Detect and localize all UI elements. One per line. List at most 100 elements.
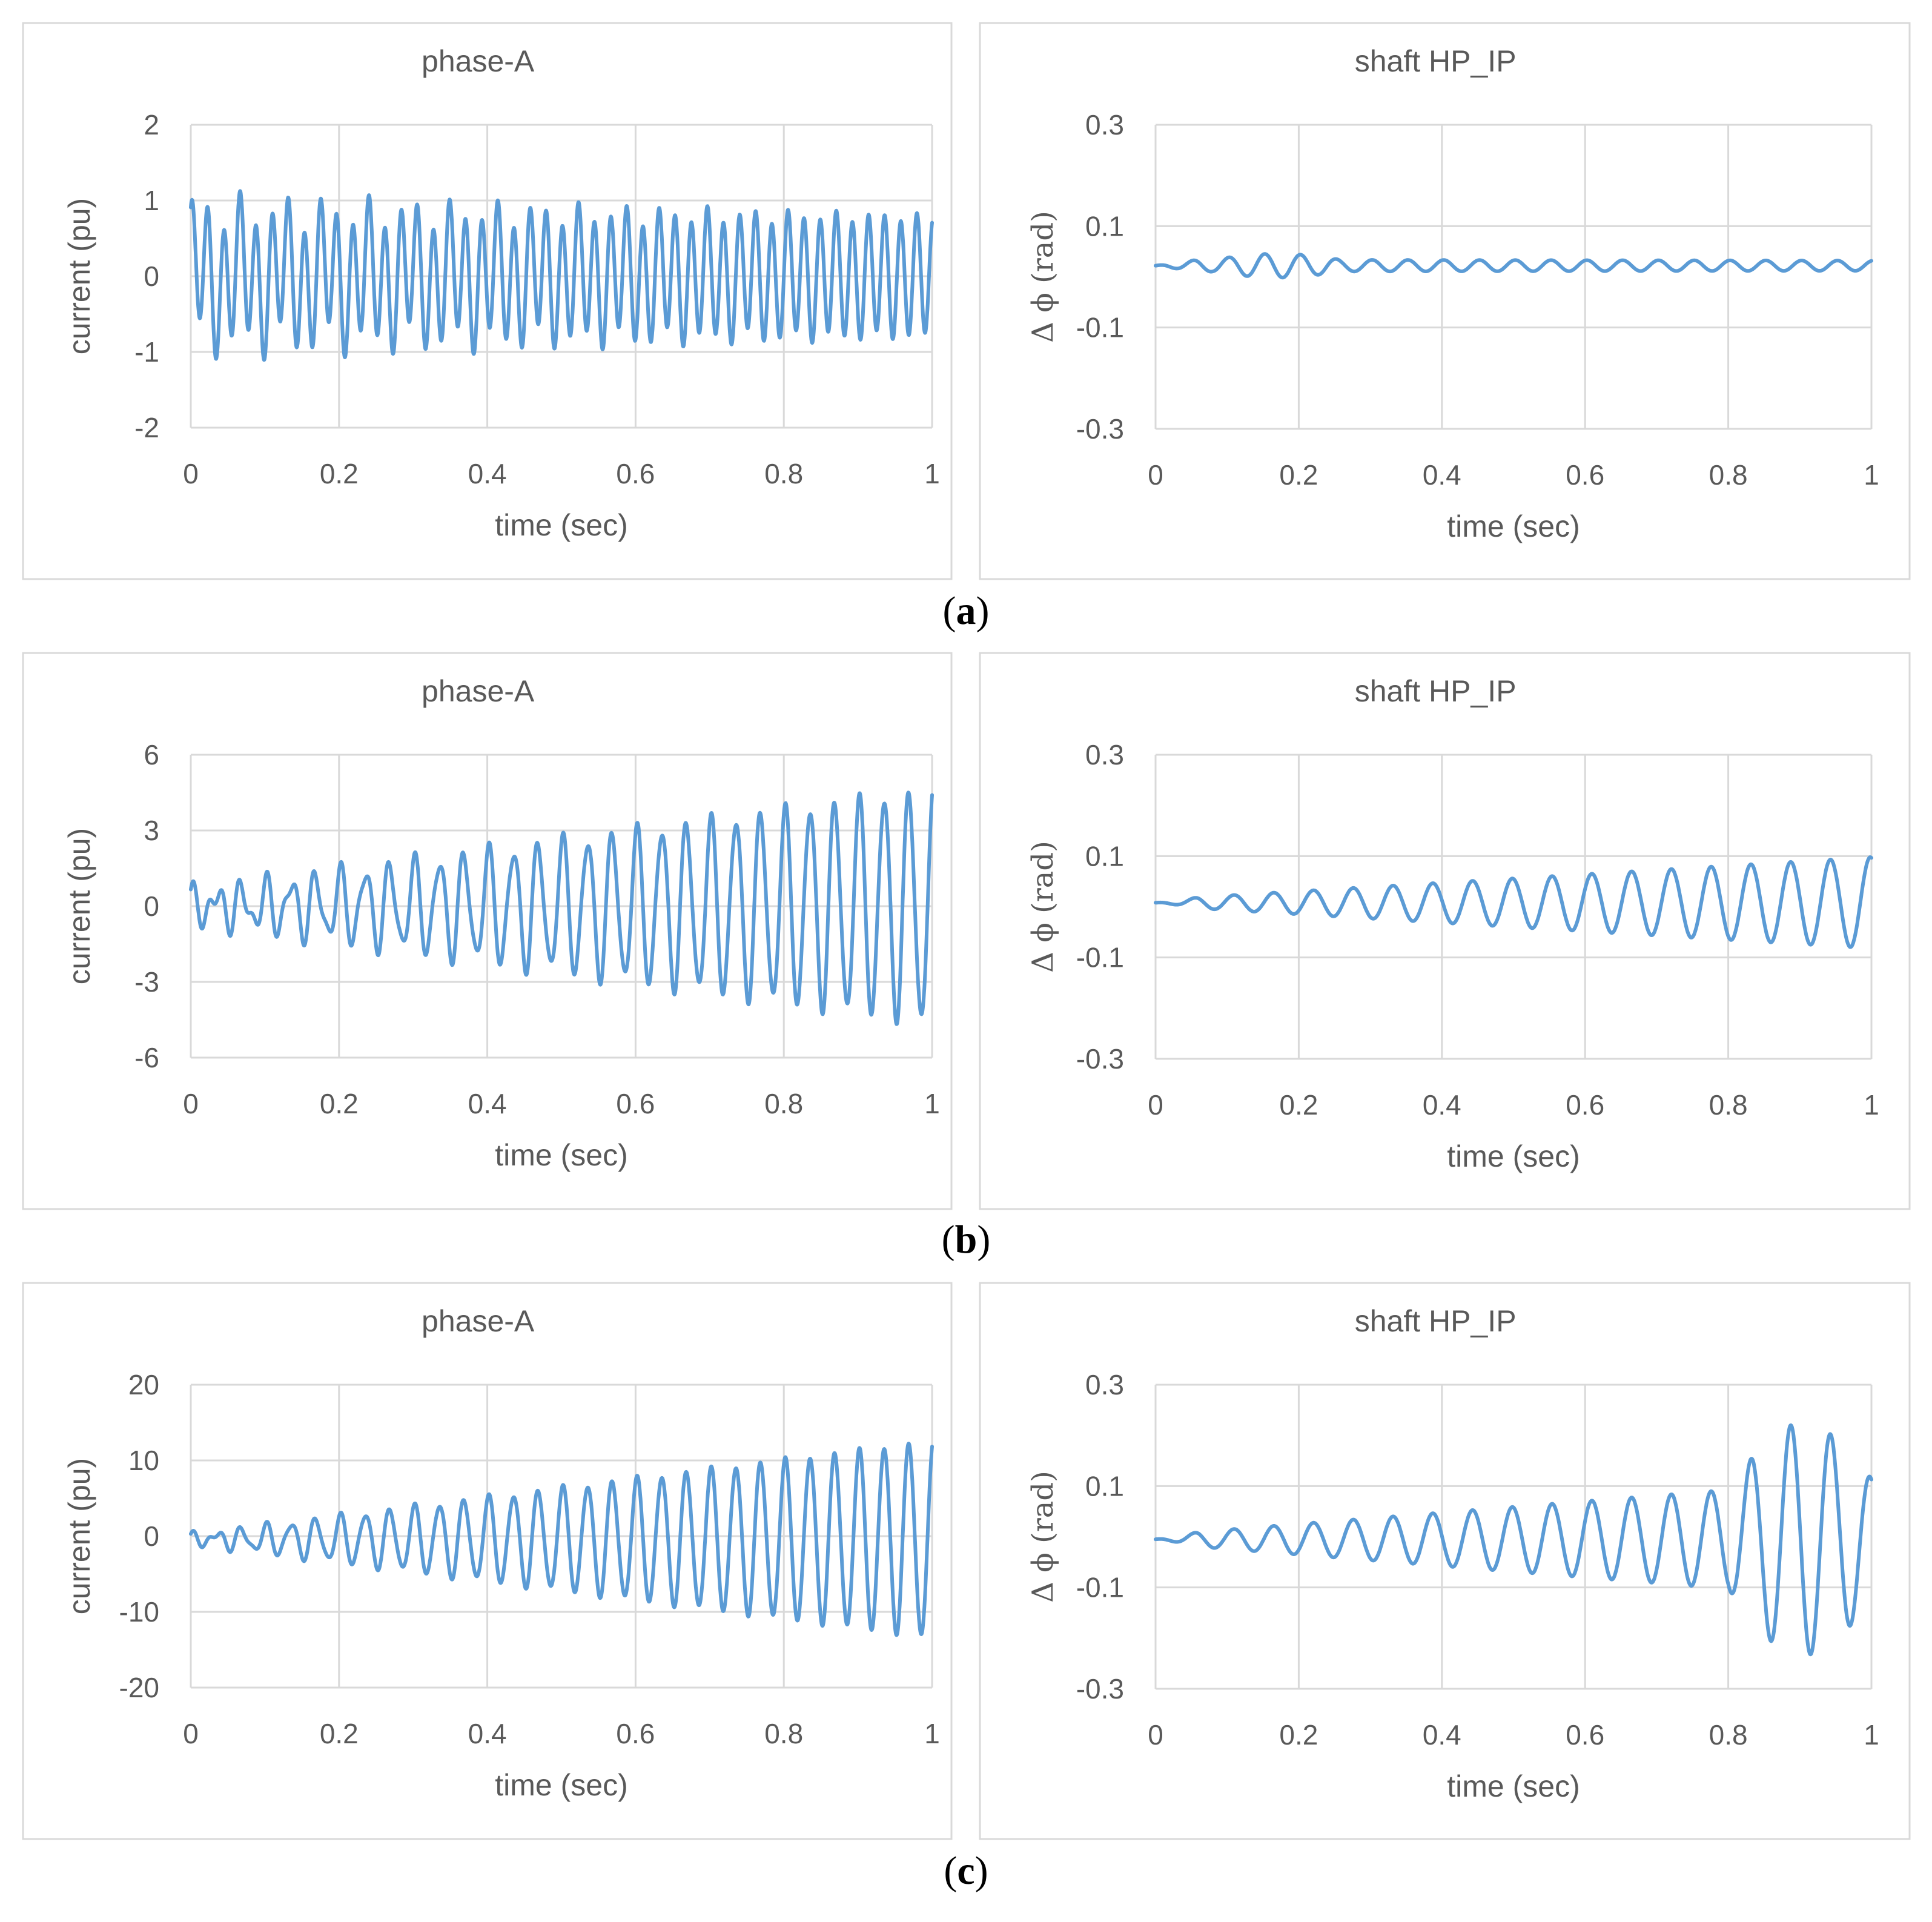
y-tick-label: -1: [134, 336, 159, 368]
x-tick-label: 0.8: [764, 458, 803, 489]
y-tick-label: 0: [144, 1520, 159, 1552]
x-tick-label: 1: [924, 1718, 940, 1749]
x-tick-label: 0: [1148, 459, 1163, 491]
chart-title: shaft HP_IP: [1355, 1304, 1517, 1338]
y-tick-label: 20: [128, 1369, 159, 1400]
x-tick-label: 0: [183, 458, 199, 489]
y-tick-label: -0.1: [1076, 1572, 1124, 1603]
chart-frame: [979, 1282, 1911, 1840]
row-caption: (b): [942, 1218, 991, 1262]
x-tick-label: 0.2: [1279, 459, 1318, 491]
series-line: [1154, 252, 1873, 280]
caption-close-paren: ): [977, 1218, 990, 1262]
chart-panel-a-shaft: shaft HP_IP 0.3 0.1 -0.1 -0.3 0 0.2 0.4 0.6 0.8 1 t…: [979, 22, 1911, 580]
x-tick-label: 1: [1864, 1719, 1879, 1751]
x-tick-label: 0.2: [320, 1088, 359, 1119]
x-tick-label: 0.4: [1423, 459, 1461, 491]
x-tick-label: 0: [183, 1718, 199, 1749]
y-tick-label: 0.3: [1085, 739, 1124, 770]
y-tick-label: 2: [144, 109, 159, 141]
x-tick-label: 1: [1864, 1089, 1879, 1121]
caption-open-paren: (: [943, 589, 956, 633]
y-tick-label: -0.3: [1076, 413, 1124, 445]
x-axis-title: time (sec): [495, 1138, 627, 1172]
chart-panel-b-shaft: shaft HP_IP 0.3 0.1 -0.1 -0.3 0 0.2 0.4 0.6 0.8 1 t…: [979, 652, 1911, 1210]
y-tick-label: -20: [119, 1672, 159, 1703]
chart-title: phase-A: [422, 1304, 535, 1338]
series-line: [189, 189, 934, 362]
y-tick-label: 0.1: [1085, 1470, 1124, 1502]
x-tick-label: 0.2: [1279, 1089, 1318, 1121]
x-tick-label: 0.6: [1566, 1719, 1604, 1751]
x-tick-label: 0.4: [1423, 1719, 1461, 1751]
y-tick-label: -10: [119, 1596, 159, 1628]
x-tick-label: 0.2: [1279, 1719, 1318, 1751]
y-tick-label: 0: [144, 890, 159, 922]
x-tick-label: 0: [1148, 1089, 1163, 1121]
y-axis-title: Δ ϕ (rad): [1026, 211, 1060, 343]
y-tick-label: -0.1: [1076, 942, 1124, 973]
y-tick-label: 0.3: [1085, 109, 1124, 141]
x-tick-label: 0.8: [1709, 1089, 1748, 1121]
chart-panel-a-current: phase-A 2 1 0 -1 -2 0 0.2 0.4 0.6 0.8 1 time (sec) cu…: [22, 22, 953, 580]
row-caption: (a): [943, 589, 990, 633]
x-tick-label: 0.4: [1423, 1089, 1461, 1121]
y-tick-label: 6: [144, 739, 159, 770]
chart-frame: [979, 22, 1911, 580]
series-line: [189, 790, 934, 1026]
x-tick-label: 0.4: [468, 1088, 507, 1119]
x-tick-label: 0.8: [764, 1088, 803, 1119]
y-axis-title: current (pu): [62, 198, 96, 354]
y-tick-label: -0.1: [1076, 312, 1124, 343]
y-tick-label: 3: [144, 815, 159, 846]
y-tick-label: -6: [134, 1042, 159, 1073]
figure-row-a: phase-A 2 1 0 -1 -2 0 0.2 0.4 0.6 0.8 1 time (sec) cu…: [22, 22, 1911, 633]
chart-title: phase-A: [422, 674, 535, 708]
series-line: [189, 1442, 934, 1637]
chart-panel-c-shaft: shaft HP_IP 0.3 0.1 -0.1 -0.3 0 0.2 0.4 0.6 0.8 1 t…: [979, 1282, 1911, 1840]
x-tick-label: 0.8: [1709, 1719, 1748, 1751]
x-tick-label: 0: [1148, 1719, 1163, 1751]
x-axis-title: time (sec): [1447, 509, 1580, 543]
y-axis-title: Δ ϕ (rad): [1026, 841, 1060, 973]
caption-letter: b: [955, 1218, 978, 1262]
x-axis-title: time (sec): [1447, 1139, 1580, 1173]
series-line: [1154, 1423, 1873, 1657]
y-tick-label: 10: [128, 1445, 159, 1476]
x-tick-label: 0.4: [468, 1718, 507, 1749]
x-tick-label: 0.6: [1566, 1089, 1604, 1121]
y-axis-title: current (pu): [62, 828, 96, 984]
x-tick-label: 0.6: [1566, 459, 1604, 491]
y-tick-label: 1: [144, 185, 159, 216]
x-tick-label: 0.6: [616, 1088, 655, 1119]
chart-panel-b-current: phase-A 6 3 0 -3 -6 0 0.2 0.4 0.6 0.8 1 time (sec) cu…: [22, 652, 953, 1210]
series-line: [1154, 855, 1873, 949]
y-tick-label: 0.3: [1085, 1369, 1124, 1400]
x-tick-label: 1: [924, 1088, 940, 1119]
caption-close-paren: ): [975, 1849, 988, 1893]
y-axis-title: current (pu): [62, 1458, 96, 1614]
x-tick-label: 0.6: [616, 458, 655, 489]
caption-open-paren: (: [942, 1218, 955, 1262]
chart-panel-c-current: phase-A 20 10 0 -10 -20 0 0.2 0.4 0.6 0.8 1 time (se…: [22, 1282, 953, 1840]
y-tick-label: 0.1: [1085, 840, 1124, 872]
chart-title: shaft HP_IP: [1355, 44, 1517, 78]
caption-open-paren: (: [944, 1849, 957, 1893]
chart-title: phase-A: [422, 44, 535, 78]
y-axis-title: Δ ϕ (rad): [1026, 1471, 1060, 1603]
x-tick-label: 0: [183, 1088, 199, 1119]
x-tick-label: 0.2: [320, 1718, 359, 1749]
x-tick-label: 1: [924, 458, 940, 489]
row-caption: (c): [944, 1849, 988, 1893]
chart-title: shaft HP_IP: [1355, 674, 1517, 708]
caption-letter: c: [957, 1849, 974, 1893]
x-tick-label: 0.6: [616, 1718, 655, 1749]
chart-frame: [979, 652, 1911, 1210]
y-tick-label: 0.1: [1085, 210, 1124, 242]
x-tick-label: 1: [1864, 459, 1879, 491]
y-tick-label: 0: [144, 260, 159, 292]
caption-letter: a: [956, 589, 976, 633]
y-tick-label: -3: [134, 966, 159, 998]
caption-close-paren: ): [976, 589, 990, 633]
figure-row-b: phase-A 6 3 0 -3 -6 0 0.2 0.4 0.6 0.8 1 time (sec) cu…: [22, 652, 1911, 1262]
